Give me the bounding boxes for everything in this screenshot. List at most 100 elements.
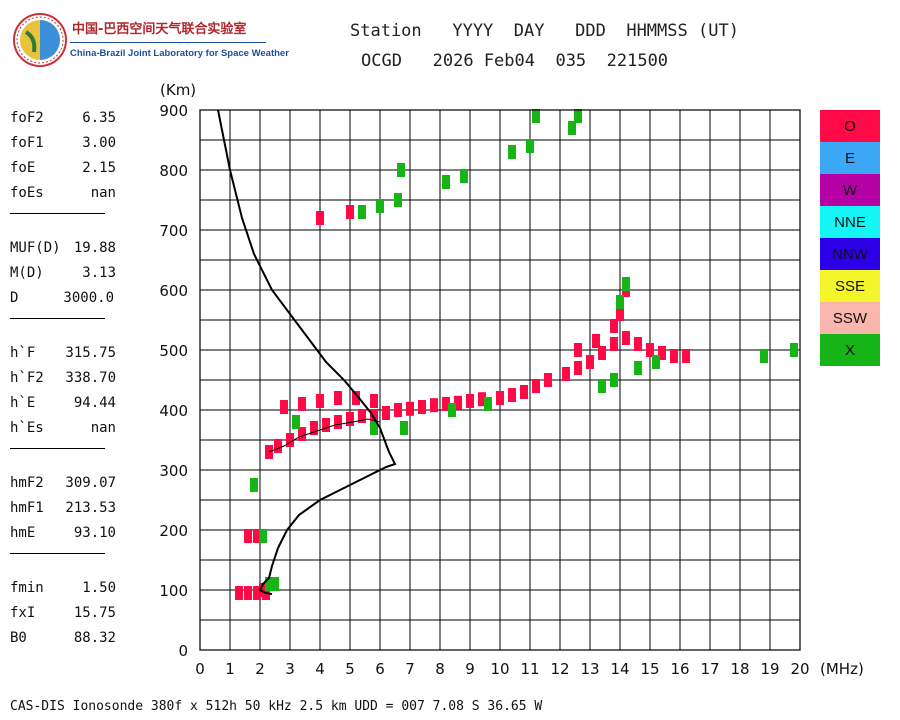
data-point-o bbox=[442, 397, 450, 411]
data-point-x bbox=[397, 163, 405, 177]
parameter-row: hmE 93.10 bbox=[10, 523, 130, 548]
lab-logo: 中国-巴西空间天气联合实验室 China-Brazil Joint Labora… bbox=[12, 12, 289, 70]
data-point-x bbox=[652, 355, 660, 369]
parameter-value: nan bbox=[90, 420, 116, 436]
footer-info: CAS-DIS Ionosonde 380f x 512h 50 kHz 2.5… bbox=[10, 699, 543, 714]
data-point-x bbox=[790, 343, 798, 357]
x-tick-label: 2 bbox=[255, 660, 265, 678]
legend-item-e: E bbox=[820, 142, 880, 174]
parameter-label: B0 bbox=[10, 630, 27, 646]
parameter-label: MUF(D) bbox=[10, 240, 61, 256]
parameter-row: hmF1 213.53 bbox=[10, 498, 130, 523]
data-point-x bbox=[358, 205, 366, 219]
data-point-o bbox=[322, 418, 330, 432]
x-tick-label: 13 bbox=[580, 660, 599, 678]
x-tick-label: 6 bbox=[375, 660, 385, 678]
x-tick-label: 18 bbox=[730, 660, 749, 678]
data-point-o bbox=[610, 337, 618, 351]
data-point-x bbox=[610, 373, 618, 387]
parameter-row: MUF(D) 19.88 bbox=[10, 238, 130, 263]
data-point-x bbox=[634, 361, 642, 375]
data-point-x bbox=[460, 169, 468, 183]
data-point-o bbox=[454, 395, 462, 410]
parameter-label: h`F bbox=[10, 345, 36, 361]
data-point-o bbox=[346, 205, 354, 219]
data-point-o bbox=[244, 586, 252, 600]
data-point-o bbox=[334, 391, 342, 405]
data-point-x bbox=[622, 277, 630, 291]
data-point-o bbox=[646, 343, 654, 357]
data-point-x bbox=[568, 121, 576, 135]
parameter-row: foF1 3.00 bbox=[10, 133, 130, 158]
x-axis-label: (MHz) bbox=[820, 660, 864, 678]
x-tick-label: 16 bbox=[670, 660, 689, 678]
data-point-o bbox=[310, 421, 318, 435]
parameter-row: D 3000.0 bbox=[10, 288, 130, 313]
data-point-o bbox=[574, 343, 582, 357]
x-tick-label: 3 bbox=[285, 660, 295, 678]
data-point-o bbox=[235, 586, 243, 600]
parameter-label: hmF1 bbox=[10, 500, 44, 516]
parameter-panel: foF2 6.35 foF1 3.00 foE 2.15 foEs nan MUF(D) 19.8… bbox=[10, 108, 130, 653]
parameter-divider bbox=[10, 553, 105, 554]
parameter-label: hmE bbox=[10, 525, 36, 541]
x-tick-label: 1 bbox=[225, 660, 235, 678]
parameter-value: 19.88 bbox=[73, 240, 116, 256]
x-tick-label: 8 bbox=[435, 660, 445, 678]
legend-item-sse: SSE bbox=[820, 270, 880, 302]
legend-item-w: W bbox=[820, 174, 880, 206]
y-tick-label: 0 bbox=[178, 642, 188, 660]
x-tick-label: 9 bbox=[465, 660, 475, 678]
parameter-row: h`Es nan bbox=[10, 418, 130, 443]
parameter-value: 93.10 bbox=[73, 525, 116, 541]
parameter-row: M(D) 3.13 bbox=[10, 263, 130, 288]
data-point-x bbox=[370, 421, 378, 435]
plot-border bbox=[199, 109, 801, 651]
data-point-o bbox=[382, 406, 390, 420]
data-point-o bbox=[406, 401, 414, 416]
data-point-o bbox=[253, 586, 261, 600]
data-point-o bbox=[616, 307, 624, 321]
parameter-value: 1.50 bbox=[82, 580, 116, 596]
data-point-x bbox=[250, 478, 258, 492]
data-point-o bbox=[316, 211, 324, 225]
data-point-o bbox=[370, 394, 378, 408]
parameter-row: hmF2 309.07 bbox=[10, 473, 130, 498]
parameter-value: 3000.0 bbox=[63, 290, 114, 306]
logo-divider bbox=[70, 42, 266, 43]
data-point-o bbox=[658, 346, 666, 360]
x-tick-label: 14 bbox=[610, 660, 629, 678]
legend-item-ssw: SSW bbox=[820, 302, 880, 334]
data-point-o bbox=[394, 403, 402, 417]
x-tick-labels: 0 1 2 3 4 5 6 7 8 9 10 11 12 13 14 15 16 17 18 19 20 bbox=[195, 660, 809, 678]
data-point-x bbox=[259, 529, 267, 543]
data-point-o bbox=[280, 400, 288, 414]
plot-frame bbox=[199, 109, 801, 651]
x-tick-label: 15 bbox=[640, 660, 659, 678]
data-point-o bbox=[418, 400, 426, 414]
data-point-o bbox=[508, 388, 516, 402]
y-tick-label: 400 bbox=[159, 402, 188, 420]
parameter-label: hmF2 bbox=[10, 475, 44, 491]
data-point-o bbox=[466, 394, 474, 408]
data-point-o bbox=[286, 433, 294, 447]
parameter-value: 2.15 bbox=[82, 160, 116, 176]
data-point-x bbox=[442, 175, 450, 189]
y-tick-label: 900 bbox=[159, 102, 188, 120]
data-point-x bbox=[271, 577, 279, 591]
polarization-legend: O E W NNE NNW SSE SSW X bbox=[820, 110, 880, 366]
globe-emblem-icon bbox=[13, 13, 67, 67]
y-tick-label: 100 bbox=[159, 582, 188, 600]
parameter-row: foE 2.15 bbox=[10, 158, 130, 183]
y-tick-label: 300 bbox=[159, 462, 188, 480]
parameter-divider bbox=[10, 318, 105, 319]
parameter-row: foF2 6.35 bbox=[10, 108, 130, 133]
density-profile-curve bbox=[217, 109, 397, 596]
legend-item-x: X bbox=[820, 334, 880, 366]
parameter-row: B0 88.32 bbox=[10, 628, 130, 653]
data-point-o bbox=[520, 385, 528, 399]
header-columns: Station YYYY DAY DDD HHMMSS (UT) bbox=[350, 21, 739, 41]
parameter-label: foF1 bbox=[10, 135, 44, 151]
data-point-o bbox=[598, 346, 606, 360]
